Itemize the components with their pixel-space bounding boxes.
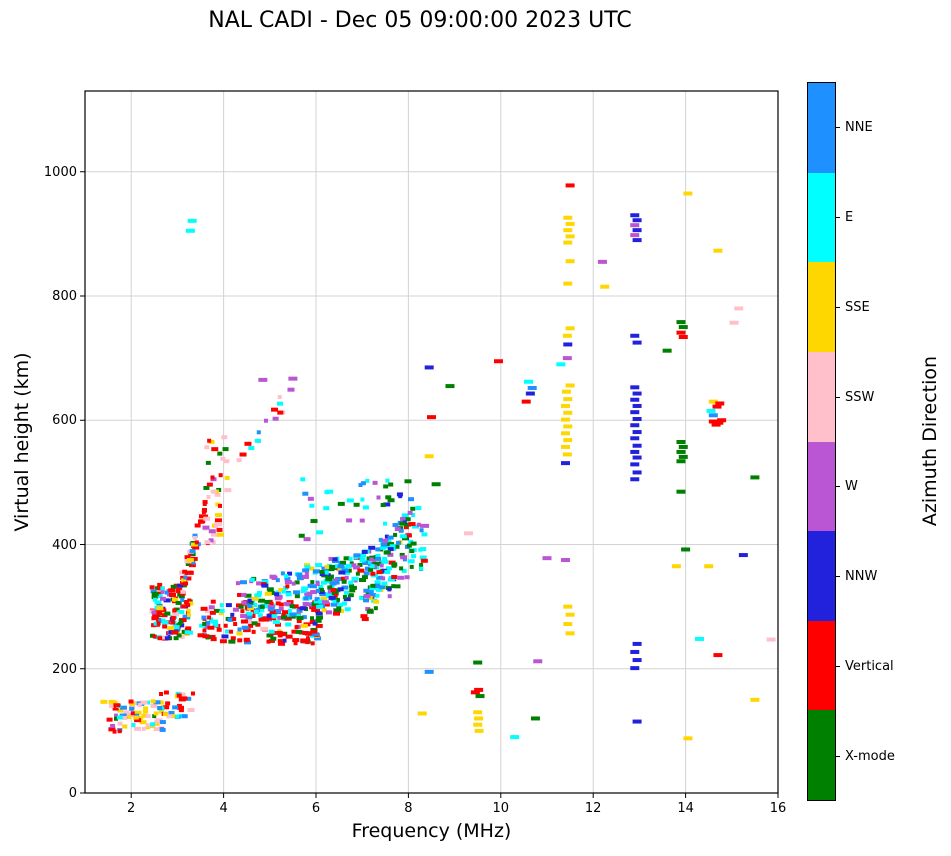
y-tick-label: 400 [52, 537, 77, 553]
x-tick-label: 4 [219, 801, 228, 816]
colorbar-segment-nne [808, 83, 835, 173]
colorbar-tick [836, 216, 840, 218]
x-tick-label: 10 [492, 801, 510, 816]
colorbar-label-sse: SSE [845, 299, 870, 315]
plot-frame [84, 90, 779, 794]
y-axis-label: Virtual height (km) [11, 352, 33, 532]
colorbar-label-vertical: Vertical [845, 659, 894, 675]
colorbar-segment-e [808, 172, 835, 263]
colorbar-tick [836, 486, 840, 488]
colorbar-label-e: E [845, 209, 854, 225]
colorbar-segment-nnw [808, 531, 835, 621]
y-tick-label: 200 [52, 661, 77, 677]
x-tick-label: 2 [127, 801, 136, 816]
chart-title: NAL CADI - Dec 05 09:00:00 2023 UTC [208, 8, 632, 33]
colorbar-label-nne: NNE [845, 119, 873, 135]
colorbar-tick [836, 666, 840, 668]
colorbar-segment-vertical [808, 620, 835, 711]
x-tick-label: 6 [311, 801, 321, 816]
colorbar-tick [836, 576, 840, 578]
colorbar-tick [836, 756, 840, 758]
colorbar-segment-x-mode [808, 710, 835, 800]
x-axis-label: Frequency (MHz) [351, 820, 512, 842]
plot-area: 2 4 6 8 10 12 14 16 0 200 400 600 800 1000 [44, 90, 786, 815]
y-tick-label: 1000 [43, 164, 77, 180]
azimuth-colorbar [807, 82, 836, 801]
y-tick-label: 0 [68, 786, 77, 801]
colorbar-label-x-mode: X-mode [845, 749, 895, 765]
colorbar-segment-w [808, 441, 835, 532]
colorbar-label-w: W [845, 479, 858, 495]
colorbar-tick [836, 126, 840, 128]
axis-tick-marks [80, 171, 779, 798]
scatter-points [100, 183, 776, 741]
colorbar-label-nnw: NNW [845, 569, 878, 585]
x-tick-label: 12 [584, 801, 602, 816]
colorbar-tick [836, 396, 840, 398]
colorbar-segment-sse [808, 262, 835, 352]
colorbar-axis-label: Azimuth Direction [919, 355, 941, 527]
scatter-plot-canvas [80, 90, 779, 798]
gridlines [85, 91, 779, 794]
colorbar-label-ssw: SSW [845, 389, 875, 405]
y-tick-label: 800 [52, 289, 77, 304]
colorbar-segment-ssw [808, 351, 835, 442]
x-tick-label: 8 [404, 801, 413, 816]
colorbar-tick [836, 306, 840, 308]
y-tick-label: 600 [52, 413, 77, 429]
x-tick-label: 16 [769, 801, 787, 816]
x-tick-label: 14 [677, 801, 694, 816]
